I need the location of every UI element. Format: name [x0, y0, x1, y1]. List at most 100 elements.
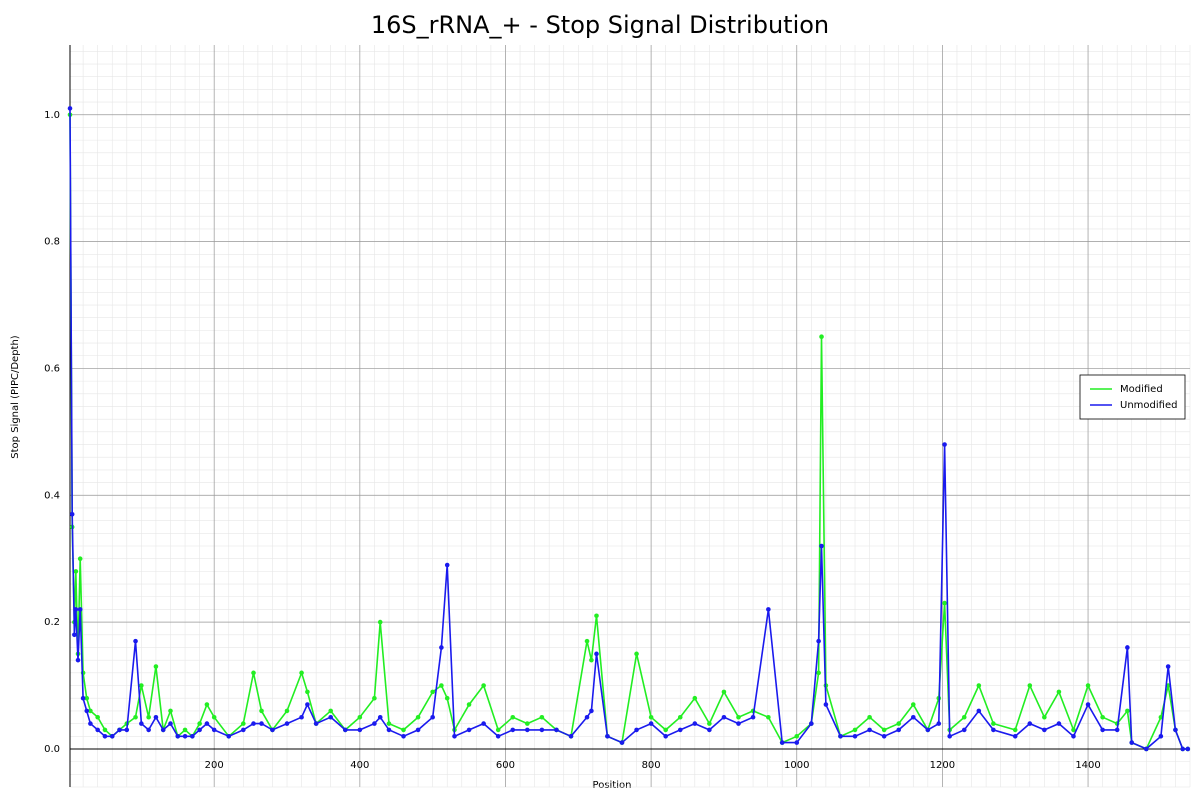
data-point: [299, 670, 304, 676]
data-point: [168, 721, 173, 726]
data-point: [139, 721, 144, 726]
x-tick-label: 200: [205, 760, 224, 771]
data-point: [88, 721, 93, 726]
data-point: [867, 714, 872, 720]
y-tick-label: 0.8: [44, 237, 60, 248]
data-point: [910, 714, 916, 720]
data-point: [584, 638, 590, 644]
data-point: [372, 721, 377, 726]
x-tick-label: 800: [642, 760, 661, 771]
data-point: [146, 714, 151, 720]
data-point: [211, 727, 217, 733]
data-point: [313, 721, 319, 726]
y-tick-label: 1.0: [44, 110, 60, 121]
data-point: [270, 727, 275, 733]
data-point: [72, 632, 77, 638]
data-point: [95, 727, 100, 733]
data-point: [1071, 733, 1076, 739]
data-point: [947, 733, 952, 739]
data-point: [1185, 746, 1191, 752]
data-point: [634, 727, 639, 733]
data-point: [619, 740, 625, 745]
data-point: [495, 733, 501, 739]
data-point: [284, 708, 290, 714]
legend-label: Unmodified: [1120, 400, 1177, 411]
data-point: [794, 733, 800, 739]
data-point: [67, 106, 73, 111]
data-point: [415, 727, 421, 733]
data-point: [1071, 727, 1076, 733]
data-point: [386, 721, 392, 726]
data-point: [342, 727, 348, 733]
data-point: [594, 651, 599, 657]
data-point: [554, 727, 559, 733]
data-point: [109, 733, 115, 739]
y-tick-label: 0.0: [44, 744, 60, 755]
data-point: [1042, 714, 1047, 720]
data-point: [976, 683, 982, 688]
series-line: [69, 108, 1188, 750]
data-point: [1173, 727, 1178, 733]
data-point: [766, 714, 771, 720]
data-point: [881, 727, 887, 733]
data-point: [372, 695, 377, 701]
data-point: [1144, 746, 1149, 752]
data-point: [204, 702, 210, 707]
data-point: [867, 727, 872, 733]
data-point: [707, 721, 712, 726]
data-point: [677, 714, 683, 720]
data-point: [677, 727, 683, 733]
data-point: [896, 721, 902, 726]
data-point: [809, 721, 814, 726]
data-point: [648, 721, 654, 726]
x-tick-label: 1400: [1075, 760, 1100, 771]
data-point: [852, 727, 858, 733]
data-point: [401, 727, 406, 733]
data-point: [73, 569, 79, 574]
data-point: [299, 714, 304, 720]
data-point: [305, 702, 310, 707]
data-point: [589, 657, 594, 663]
y-tick-label: 0.4: [44, 490, 60, 501]
data-point: [75, 657, 81, 663]
data-point: [415, 714, 421, 720]
data-point: [838, 733, 843, 739]
data-point: [942, 600, 947, 606]
data-point: [1125, 708, 1130, 714]
data-point: [377, 714, 383, 720]
data-point: [357, 727, 363, 733]
data-point: [182, 733, 188, 739]
data-point: [153, 664, 159, 669]
data-point: [481, 683, 486, 688]
data-point: [1129, 740, 1135, 745]
data-point: [284, 721, 290, 726]
data-point: [182, 727, 188, 733]
data-point: [84, 695, 90, 701]
data-point: [568, 733, 574, 739]
data-point: [481, 721, 486, 726]
data-point: [961, 727, 967, 733]
data-point: [190, 733, 195, 739]
data-point: [816, 638, 821, 644]
data-point: [259, 708, 264, 714]
data-point: [69, 511, 75, 517]
data-point: [73, 607, 79, 612]
data-point: [896, 727, 902, 733]
data-point: [823, 702, 829, 707]
data-point: [736, 714, 741, 720]
data-point: [910, 702, 916, 707]
data-point: [430, 689, 435, 695]
data-point: [495, 727, 501, 733]
legend: Modified Unmodified: [1079, 374, 1186, 420]
data-point: [175, 733, 181, 739]
legend-label: Modified: [1120, 384, 1163, 395]
data-point: [925, 727, 931, 733]
data-point: [634, 651, 639, 657]
data-point: [961, 714, 967, 720]
data-point: [539, 727, 545, 733]
data-point: [251, 721, 256, 726]
data-point: [328, 714, 334, 720]
data-point: [153, 714, 159, 720]
data-point: [605, 733, 610, 739]
